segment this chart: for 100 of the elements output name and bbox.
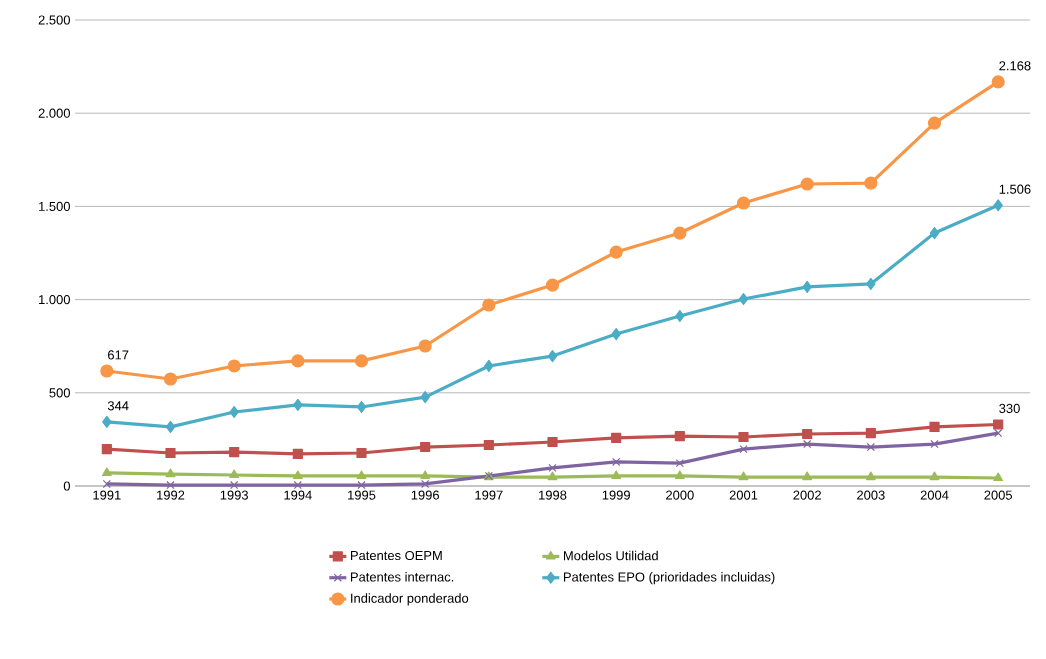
point <box>165 468 176 478</box>
point <box>675 309 685 323</box>
point <box>230 480 239 490</box>
x-tick-label: 2000 <box>666 490 694 500</box>
point <box>991 75 1005 89</box>
point <box>802 428 813 440</box>
point <box>165 420 176 433</box>
point <box>611 470 622 480</box>
point <box>165 447 176 459</box>
point <box>993 419 1004 430</box>
point <box>101 467 112 477</box>
point <box>609 245 623 259</box>
x-tick-label: 1991 <box>93 490 121 500</box>
point <box>356 447 367 459</box>
point <box>102 479 111 489</box>
y-tick-label: 1.000 <box>39 295 70 305</box>
point <box>547 350 558 363</box>
point <box>547 471 558 481</box>
point <box>418 339 432 353</box>
point <box>356 470 367 480</box>
data-label: 617 <box>108 350 129 360</box>
point <box>802 471 813 481</box>
legend-label: Patentes internac. <box>350 572 454 582</box>
y-tick-label: 0 <box>63 481 70 491</box>
point <box>738 292 749 306</box>
data-label: 2.168 <box>999 61 1031 71</box>
point <box>611 328 621 341</box>
x-tick-label: 1997 <box>475 490 503 500</box>
point <box>420 470 431 480</box>
point <box>866 442 875 452</box>
point <box>993 199 1003 212</box>
point <box>929 421 940 432</box>
point <box>356 400 367 414</box>
point <box>357 480 366 490</box>
point <box>229 405 239 419</box>
point <box>354 354 369 368</box>
point <box>866 277 876 291</box>
legend-label: Patentes EPO (prioridades incluidas) <box>563 572 775 585</box>
point <box>101 444 112 455</box>
point <box>229 469 240 479</box>
point <box>163 372 178 386</box>
x-tick-label: 1995 <box>348 490 376 500</box>
point <box>738 471 749 481</box>
x-tick-label: 1994 <box>284 490 312 500</box>
point <box>293 480 302 490</box>
x-tick-label: 2004 <box>920 490 949 500</box>
data-label: 1.506 <box>999 184 1031 194</box>
point <box>864 176 878 190</box>
point <box>738 431 749 443</box>
point <box>865 471 876 481</box>
point <box>612 457 621 467</box>
point <box>547 436 558 448</box>
point <box>421 479 430 489</box>
legend-label: Modelos Utilidad <box>563 550 658 561</box>
y-tick-label: 500 <box>49 388 70 398</box>
x-tick-label: 1993 <box>220 490 249 500</box>
point <box>993 472 1004 482</box>
point <box>802 280 812 293</box>
point <box>545 278 560 292</box>
point <box>994 428 1003 438</box>
point <box>803 439 812 449</box>
point <box>929 471 940 481</box>
legend-label: Patentes OEPM <box>350 550 442 561</box>
y-tick-label: 1.500 <box>39 201 70 211</box>
point <box>800 177 814 191</box>
point <box>292 470 303 480</box>
point <box>293 398 303 411</box>
point <box>102 415 112 428</box>
point <box>229 446 240 458</box>
point <box>420 391 430 404</box>
x-tick-label: 2003 <box>857 490 885 500</box>
point <box>929 226 940 240</box>
point <box>927 116 942 130</box>
x-tick-label: 2001 <box>729 490 758 500</box>
x-tick-label: 2005 <box>984 490 1013 500</box>
point <box>865 427 876 439</box>
point <box>291 354 305 368</box>
data-label: 344 <box>107 401 129 411</box>
point <box>420 441 431 453</box>
point <box>674 470 685 480</box>
x-tick-label: 1999 <box>602 490 630 500</box>
point <box>483 439 494 451</box>
point <box>736 196 751 210</box>
x-tick-label: 1992 <box>157 490 185 500</box>
point <box>675 458 684 468</box>
point <box>611 432 622 443</box>
legend-label: Indicador ponderado <box>351 593 469 606</box>
data-label: 330 <box>999 403 1020 413</box>
x-tick-label: 1998 <box>539 490 567 500</box>
point <box>674 430 685 442</box>
point <box>484 359 494 373</box>
point <box>227 359 241 373</box>
point <box>739 444 748 454</box>
x-tick-label: 2002 <box>793 490 821 500</box>
point <box>548 463 557 473</box>
x-tick-label: 1996 <box>411 490 440 500</box>
point <box>292 448 303 460</box>
point <box>673 226 687 240</box>
point <box>166 480 175 490</box>
y-tick-label: 2.500 <box>38 15 70 25</box>
